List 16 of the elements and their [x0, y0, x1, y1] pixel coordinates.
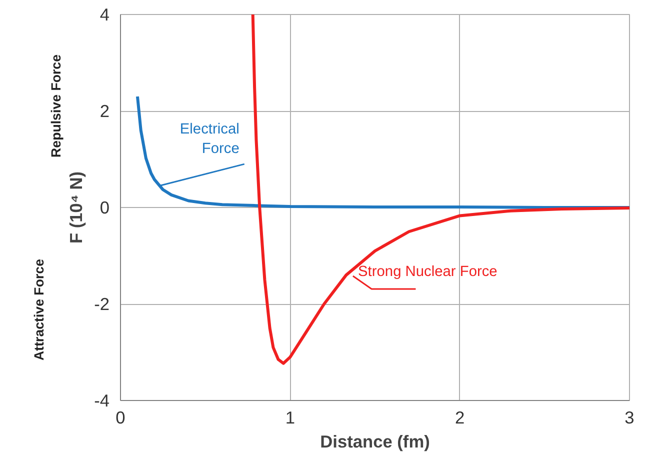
line-series	[251, 14, 630, 365]
annotation: Electrical Force	[180, 122, 240, 157]
x-tick-label: 0	[116, 408, 126, 428]
x-axis-title: Distance (fm)	[320, 432, 430, 452]
y-tick-label: -2	[94, 294, 110, 314]
y-axis-title: F (10⁴ N)	[66, 171, 86, 244]
text: Attractive Force	[32, 259, 46, 360]
x-tick-label: 2	[455, 408, 465, 428]
annotation: Strong Nuclear Force	[358, 264, 498, 280]
y-tick-label: -4	[94, 390, 110, 410]
x-tick-label: 1	[285, 408, 295, 428]
y-tick-label: 2	[100, 101, 110, 121]
y-tick-label: 4	[100, 4, 110, 24]
y-tick-label: 0	[100, 198, 110, 218]
text: Repulsive Force	[48, 54, 64, 158]
x-tick-label: 3	[624, 408, 634, 428]
